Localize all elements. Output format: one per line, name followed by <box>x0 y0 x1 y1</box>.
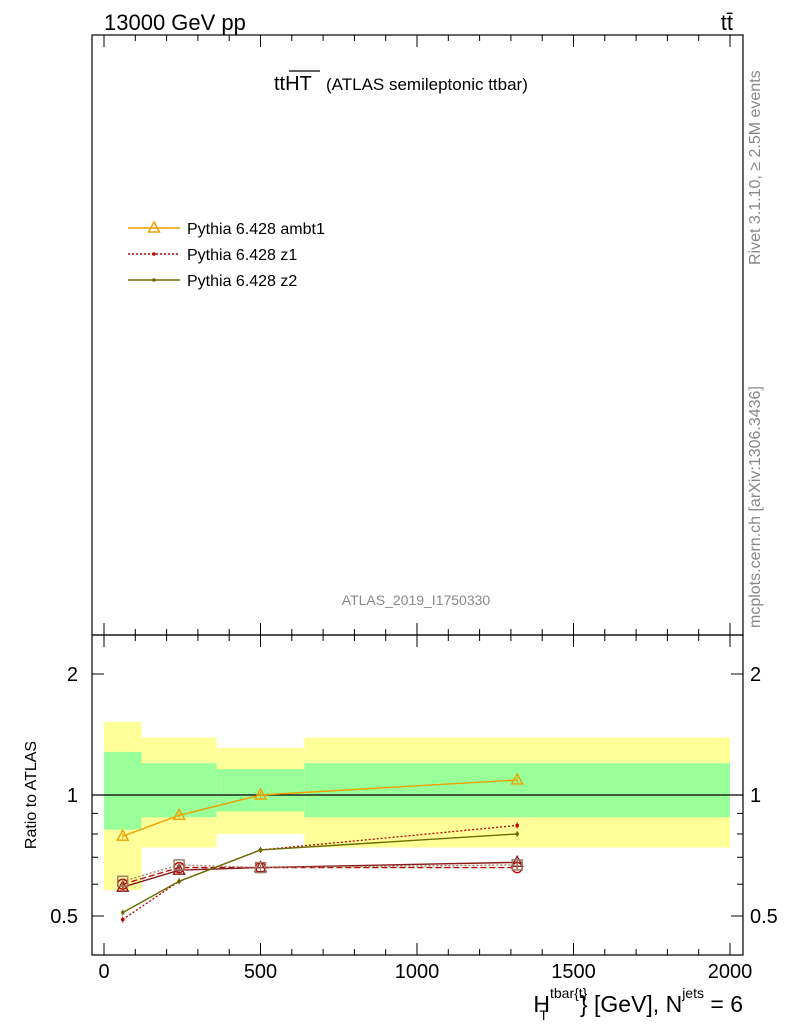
series-1-point <box>120 917 125 922</box>
inner-band-segment <box>104 751 142 830</box>
legend-marker-1 <box>152 252 156 256</box>
legend-label-2: Pythia 6.428 z2 <box>187 273 297 290</box>
series-2-point <box>177 879 181 884</box>
tick-labels: 0 500 1000 1500 2000 0.5 0.5 1 1 2 2 <box>50 664 778 983</box>
x-tick-label: 500 <box>244 961 277 983</box>
x-tick-label: 2000 <box>708 961 753 983</box>
y-tick-label-right: 1 <box>750 785 761 807</box>
y-tick-label-left: 2 <box>67 664 78 686</box>
series-1-line <box>122 824 518 921</box>
series-2-point <box>515 832 519 836</box>
rivet-version-label: Rivet 3.1.10, ≥ 2.5M events <box>747 70 764 265</box>
extra-curve-2-point <box>511 859 523 871</box>
extra-curve-0-line <box>122 866 518 885</box>
plot-title: ttHT <box>274 73 312 95</box>
series-0-point <box>116 828 130 841</box>
main-panel-ticks <box>103 35 731 635</box>
x-tick-label: 0 <box>98 961 109 983</box>
process-label: tt̄ <box>721 10 733 35</box>
series-0-point <box>510 772 524 785</box>
x-axis-label: Htbar{t} T} [GeV], Njets = 6 <box>533 985 743 1023</box>
extra-curve-2-line <box>122 864 518 882</box>
y-tick-label-right: 0.5 <box>750 906 778 928</box>
y-axis-label: Ratio to ATLAS <box>23 741 40 849</box>
plot-subtitle: (ATLAS semileptonic ttbar) <box>326 75 528 94</box>
series-1-point <box>515 823 519 828</box>
beam-energy-label: 13000 GeV pp <box>104 10 246 35</box>
x-tick-label: 1500 <box>551 961 596 983</box>
legend-marker-0 <box>147 220 161 233</box>
inner-band-segment <box>304 763 730 818</box>
series-2-point <box>120 910 125 915</box>
ratio-panel-ticks <box>92 635 743 956</box>
extra-curve-1-line <box>122 861 518 888</box>
y-tick-label-left: 0.5 <box>50 906 78 928</box>
y-tick-label-left: 1 <box>67 785 78 807</box>
analysis-id-label: ATLAS_2019_I1750330 <box>342 592 491 608</box>
extra-curve-2-point <box>117 875 129 887</box>
y-tick-label-right: 2 <box>750 664 761 686</box>
series-0-point <box>253 787 268 800</box>
extra-curve-2-point <box>173 859 185 871</box>
series-2-point <box>258 848 263 852</box>
series-2-line <box>122 833 518 914</box>
x-tick-label: 1000 <box>395 961 440 983</box>
legend: Pythia 6.428 ambt1 Pythia 6.428 z1 Pythia … <box>128 220 325 290</box>
main-panel-frame <box>91 34 744 636</box>
legend-marker-2 <box>152 278 156 282</box>
uncertainty-bands <box>104 721 730 891</box>
series-0-point <box>172 807 186 821</box>
extra-curve-1-point <box>253 860 268 873</box>
legend-label-0: Pythia 6.428 ambt1 <box>187 221 325 238</box>
mcplots-source-label: mcplots.cern.ch [arXiv:1306.3436] <box>747 386 764 628</box>
extra-curve-2-point <box>254 861 267 874</box>
series-0-line <box>122 779 518 837</box>
extra-curve-1-point <box>172 862 186 875</box>
ratio-curves <box>116 772 524 923</box>
legend-label-1: Pythia 6.428 z1 <box>187 247 297 264</box>
